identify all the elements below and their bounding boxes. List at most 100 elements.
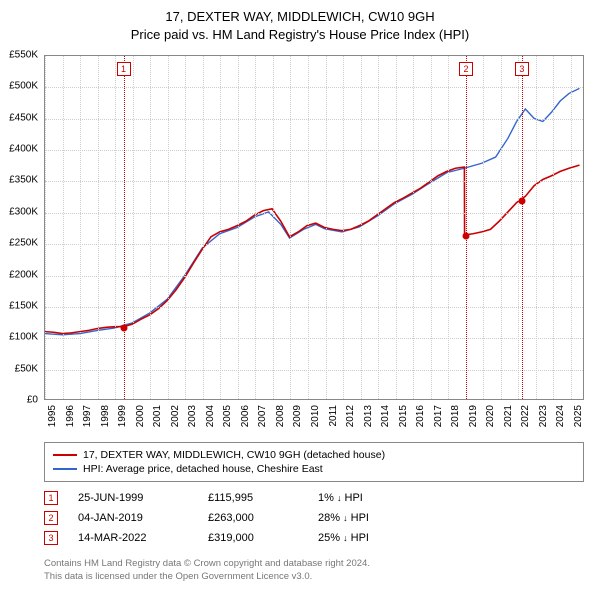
legend-swatch bbox=[53, 454, 77, 456]
x-tick-label: 2010 bbox=[310, 405, 321, 427]
gridline-vertical bbox=[396, 56, 397, 399]
gridline-vertical bbox=[571, 56, 572, 399]
title-address: 17, DEXTER WAY, MIDDLEWICH, CW10 9GH bbox=[0, 8, 600, 26]
gridline-horizontal bbox=[45, 119, 583, 120]
legend-swatch bbox=[53, 468, 77, 470]
legend-row: 17, DEXTER WAY, MIDDLEWICH, CW10 9GH (de… bbox=[53, 448, 575, 462]
gridline-vertical bbox=[80, 56, 81, 399]
x-tick-label: 2024 bbox=[555, 405, 566, 427]
gridline-vertical bbox=[326, 56, 327, 399]
x-tick-label: 2008 bbox=[275, 405, 286, 427]
sale-marker-line bbox=[124, 56, 125, 399]
gridline-vertical bbox=[308, 56, 309, 399]
y-tick-label: £550K bbox=[9, 50, 38, 61]
x-tick-label: 2007 bbox=[257, 405, 268, 427]
gridline-vertical bbox=[133, 56, 134, 399]
x-tick-label: 2005 bbox=[222, 405, 233, 427]
x-tick-label: 2022 bbox=[520, 405, 531, 427]
x-tick-label: 2018 bbox=[450, 405, 461, 427]
gridline-horizontal bbox=[45, 213, 583, 214]
x-tick-label: 2006 bbox=[240, 405, 251, 427]
legend-label: HPI: Average price, detached house, Ches… bbox=[83, 463, 323, 475]
gridline-vertical bbox=[203, 56, 204, 399]
x-tick-label: 1995 bbox=[47, 405, 58, 427]
sales-row-price: £115,995 bbox=[208, 492, 318, 504]
x-tick-label: 2009 bbox=[292, 405, 303, 427]
attribution-line1: Contains HM Land Registry data © Crown c… bbox=[44, 558, 370, 571]
x-tick-label: 2004 bbox=[205, 405, 216, 427]
x-tick-label: 1998 bbox=[100, 405, 111, 427]
gridline-vertical bbox=[98, 56, 99, 399]
sale-point bbox=[518, 197, 525, 204]
gridline-vertical bbox=[220, 56, 221, 399]
sales-row: 314-MAR-2022£319,00025% ↓ HPI bbox=[44, 528, 584, 548]
plot-area: 123 bbox=[44, 55, 584, 400]
x-tick-label: 2020 bbox=[485, 405, 496, 427]
x-tick-label: 2003 bbox=[187, 405, 198, 427]
sale-marker-number: 1 bbox=[117, 62, 131, 76]
sales-row-pct: 25% ↓ HPI bbox=[318, 532, 448, 544]
attribution: Contains HM Land Registry data © Crown c… bbox=[44, 558, 370, 584]
gridline-vertical bbox=[553, 56, 554, 399]
gridline-vertical bbox=[168, 56, 169, 399]
x-tick-label: 1997 bbox=[82, 405, 93, 427]
gridline-vertical bbox=[115, 56, 116, 399]
sales-row-marker: 1 bbox=[44, 491, 58, 505]
x-tick-label: 2019 bbox=[468, 405, 479, 427]
x-tick-label: 2014 bbox=[380, 405, 391, 427]
sales-table: 125-JUN-1999£115,9951% ↓ HPI204-JAN-2019… bbox=[44, 488, 584, 548]
gridline-vertical bbox=[273, 56, 274, 399]
sale-point bbox=[462, 233, 469, 240]
sales-row-date: 04-JAN-2019 bbox=[78, 512, 208, 524]
title-subtitle: Price paid vs. HM Land Registry's House … bbox=[0, 26, 600, 44]
sales-row: 2 04-JAN-2019£263,00028% ↓ HPI bbox=[44, 508, 584, 528]
gridline-horizontal bbox=[45, 276, 583, 277]
gridline-vertical bbox=[238, 56, 239, 399]
legend: 17, DEXTER WAY, MIDDLEWICH, CW10 9GH (de… bbox=[44, 442, 584, 482]
sales-row-date: 25-JUN-1999 bbox=[78, 492, 208, 504]
sales-row-marker: 3 bbox=[44, 531, 58, 545]
gridline-horizontal bbox=[45, 244, 583, 245]
y-tick-label: £250K bbox=[9, 238, 38, 249]
y-tick-label: £300K bbox=[9, 206, 38, 217]
sales-row: 125-JUN-1999£115,9951% ↓ HPI bbox=[44, 488, 584, 508]
series-hpi-line bbox=[45, 88, 580, 334]
gridline-vertical bbox=[185, 56, 186, 399]
gridline-vertical bbox=[536, 56, 537, 399]
gridline-vertical bbox=[501, 56, 502, 399]
gridline-vertical bbox=[431, 56, 432, 399]
gridline-vertical bbox=[255, 56, 256, 399]
sale-marker-line bbox=[466, 56, 467, 399]
gridline-horizontal bbox=[45, 370, 583, 371]
x-tick-label: 2015 bbox=[398, 405, 409, 427]
title-block: 17, DEXTER WAY, MIDDLEWICH, CW10 9GH Pri… bbox=[0, 0, 600, 44]
x-tick-label: 2025 bbox=[573, 405, 584, 427]
x-tick-label: 2013 bbox=[363, 405, 374, 427]
x-tick-label: 1999 bbox=[117, 405, 128, 427]
y-tick-label: £50K bbox=[15, 363, 38, 374]
gridline-horizontal bbox=[45, 150, 583, 151]
y-axis: £0£50K£100K£150K£200K£250K£300K£350K£400… bbox=[0, 55, 42, 400]
x-tick-label: 2023 bbox=[538, 405, 549, 427]
gridline-vertical bbox=[290, 56, 291, 399]
gridline-vertical bbox=[413, 56, 414, 399]
gridline-vertical bbox=[518, 56, 519, 399]
sales-row-marker: 2 bbox=[44, 511, 58, 525]
series-property-line bbox=[45, 165, 580, 333]
y-tick-label: £100K bbox=[9, 332, 38, 343]
gridline-horizontal bbox=[45, 307, 583, 308]
gridline-vertical bbox=[378, 56, 379, 399]
y-tick-label: £0 bbox=[27, 395, 38, 406]
gridline-vertical bbox=[150, 56, 151, 399]
sales-row-price: £263,000 bbox=[208, 512, 318, 524]
gridline-vertical bbox=[45, 56, 46, 399]
y-tick-label: £200K bbox=[9, 269, 38, 280]
y-tick-label: £350K bbox=[9, 175, 38, 186]
gridline-horizontal bbox=[45, 338, 583, 339]
x-tick-label: 2011 bbox=[328, 405, 339, 427]
x-tick-label: 2016 bbox=[415, 405, 426, 427]
sales-row-price: £319,000 bbox=[208, 532, 318, 544]
sales-row-pct: 28% ↓ HPI bbox=[318, 512, 448, 524]
gridline-vertical bbox=[483, 56, 484, 399]
chart-container: 17, DEXTER WAY, MIDDLEWICH, CW10 9GH Pri… bbox=[0, 0, 600, 590]
